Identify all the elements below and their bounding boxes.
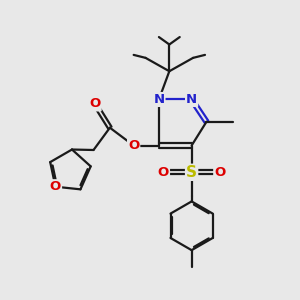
Text: O: O	[50, 180, 61, 193]
Text: O: O	[158, 166, 169, 179]
Text: N: N	[153, 93, 164, 106]
Text: O: O	[214, 166, 226, 179]
Text: O: O	[128, 139, 139, 152]
Text: N: N	[186, 93, 197, 106]
Text: S: S	[186, 165, 197, 180]
Text: O: O	[89, 98, 100, 110]
